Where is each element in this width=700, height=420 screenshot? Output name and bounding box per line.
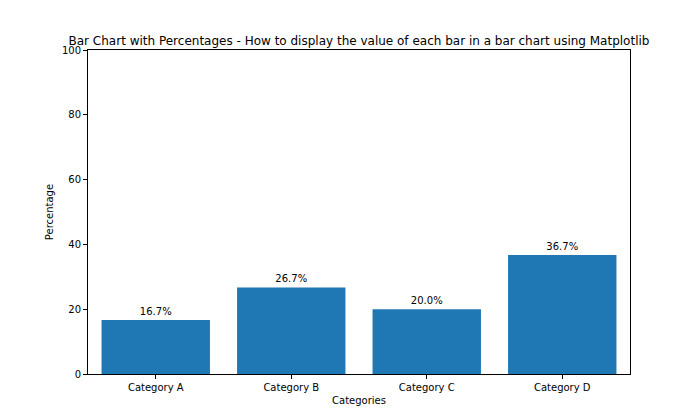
- svg-text:40: 40: [68, 239, 81, 250]
- svg-text:60: 60: [68, 174, 81, 185]
- svg-text:36.7%: 36.7%: [546, 241, 578, 252]
- svg-text:100: 100: [62, 45, 81, 56]
- svg-text:Categories: Categories: [332, 395, 386, 406]
- svg-text:Category D: Category D: [534, 382, 591, 393]
- svg-text:Category C: Category C: [399, 382, 455, 393]
- svg-text:20: 20: [68, 304, 81, 315]
- svg-text:Bar Chart with Percentages - H: Bar Chart with Percentages - How to disp…: [69, 34, 650, 48]
- svg-text:16.7%: 16.7%: [140, 306, 172, 317]
- svg-text:20.0%: 20.0%: [411, 295, 443, 306]
- svg-text:Category B: Category B: [263, 382, 319, 393]
- svg-text:0: 0: [75, 369, 81, 380]
- svg-text:80: 80: [68, 109, 81, 120]
- svg-text:Percentage: Percentage: [44, 184, 55, 240]
- svg-text:26.7%: 26.7%: [275, 273, 307, 284]
- svg-text:Category A: Category A: [128, 382, 184, 393]
